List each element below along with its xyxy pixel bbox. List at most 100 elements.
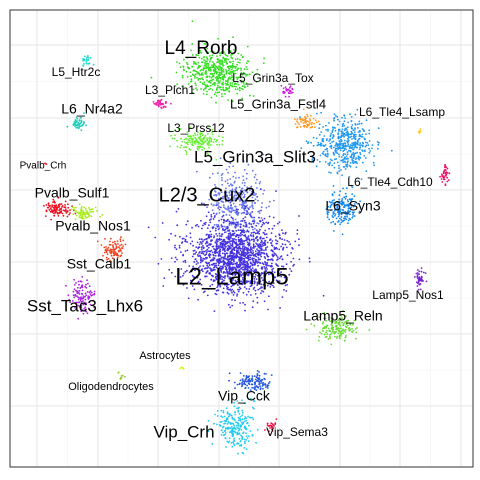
cell-point	[189, 136, 192, 138]
cell-point	[79, 125, 82, 127]
cell-point	[201, 134, 204, 137]
cell-point	[238, 288, 241, 291]
cell-point	[194, 258, 197, 261]
cell-point	[233, 430, 236, 433]
cell-point	[220, 235, 223, 237]
cell-point	[275, 254, 278, 257]
cell-point	[336, 206, 339, 209]
cell-point	[265, 249, 267, 251]
cell-point	[195, 70, 198, 73]
cell-point	[206, 242, 209, 244]
cell-point	[234, 72, 237, 75]
cell-point	[198, 282, 201, 285]
cell-point	[202, 69, 205, 72]
cell-point	[339, 223, 342, 226]
cell-point	[170, 134, 172, 137]
cell-point	[336, 172, 339, 175]
cell-point	[245, 62, 248, 64]
cell-point	[328, 218, 330, 221]
cell-point	[360, 144, 363, 147]
cell-point	[118, 246, 120, 249]
cell-point	[340, 221, 343, 224]
cell-point	[260, 225, 263, 228]
cell-point	[223, 206, 225, 209]
cell-point	[203, 42, 206, 45]
cell-point	[228, 184, 231, 187]
cell-point	[315, 165, 318, 168]
cell-point	[203, 136, 206, 139]
cell-point	[358, 129, 361, 132]
cell-point	[237, 83, 240, 86]
cell-point	[229, 222, 232, 224]
cell-point	[229, 50, 232, 52]
cell-point	[358, 158, 360, 161]
cell-point	[256, 239, 259, 242]
cell-point	[368, 329, 371, 331]
cell-point	[271, 227, 274, 230]
cell-point	[209, 79, 212, 82]
cell-point	[361, 133, 364, 136]
cluster-points-l6-tle4-lsamp	[417, 128, 422, 135]
cell-point	[170, 232, 172, 235]
cell-point	[315, 121, 318, 124]
cell-point	[221, 67, 224, 70]
cell-point	[174, 244, 176, 247]
cell-point	[371, 147, 373, 150]
cell-point	[194, 136, 196, 139]
cell-point	[109, 259, 112, 262]
cell-point	[77, 212, 80, 215]
cell-point	[244, 425, 246, 428]
cell-point	[240, 69, 243, 71]
cell-point	[163, 105, 166, 108]
cell-point	[329, 135, 332, 138]
cell-point	[230, 247, 232, 249]
cell-point	[333, 209, 336, 212]
cell-point	[441, 174, 444, 177]
cell-point	[358, 120, 361, 123]
cell-point	[239, 440, 242, 443]
cell-point	[338, 155, 341, 158]
cell-point	[153, 102, 156, 105]
cell-point	[253, 239, 256, 242]
cell-point	[206, 137, 209, 140]
cell-point	[225, 245, 227, 248]
cell-point	[178, 246, 181, 249]
cell-point	[199, 145, 201, 148]
cell-point	[333, 191, 336, 194]
cell-point	[233, 255, 236, 257]
cell-point	[181, 140, 184, 143]
cell-point	[231, 63, 234, 65]
cell-point	[106, 253, 109, 256]
cell-point	[269, 238, 272, 241]
cell-point	[253, 375, 256, 377]
cell-point	[332, 146, 335, 149]
cell-point	[82, 217, 85, 220]
cell-point	[191, 143, 193, 146]
cell-point	[288, 90, 291, 92]
cell-point	[88, 206, 90, 209]
cell-point	[241, 378, 244, 381]
cell-point	[242, 179, 245, 182]
cell-point	[206, 47, 209, 50]
cell-point	[341, 198, 344, 200]
cell-point	[219, 76, 222, 79]
cell-point	[213, 204, 215, 207]
cell-point	[364, 157, 367, 159]
cell-point	[183, 138, 186, 141]
cell-point	[89, 57, 92, 59]
cell-point	[236, 77, 239, 79]
cell-point	[174, 129, 176, 132]
cell-point	[352, 215, 354, 218]
cell-point	[361, 144, 364, 147]
cell-point	[225, 187, 227, 190]
cell-point	[214, 65, 217, 67]
cell-point	[248, 378, 251, 380]
cell-point	[281, 265, 283, 268]
cell-point	[195, 84, 197, 86]
cell-point	[340, 218, 343, 221]
cell-point	[186, 241, 189, 243]
cell-point	[184, 149, 187, 152]
cell-point	[224, 76, 227, 79]
cluster-points-l2-lamp5	[147, 188, 325, 312]
